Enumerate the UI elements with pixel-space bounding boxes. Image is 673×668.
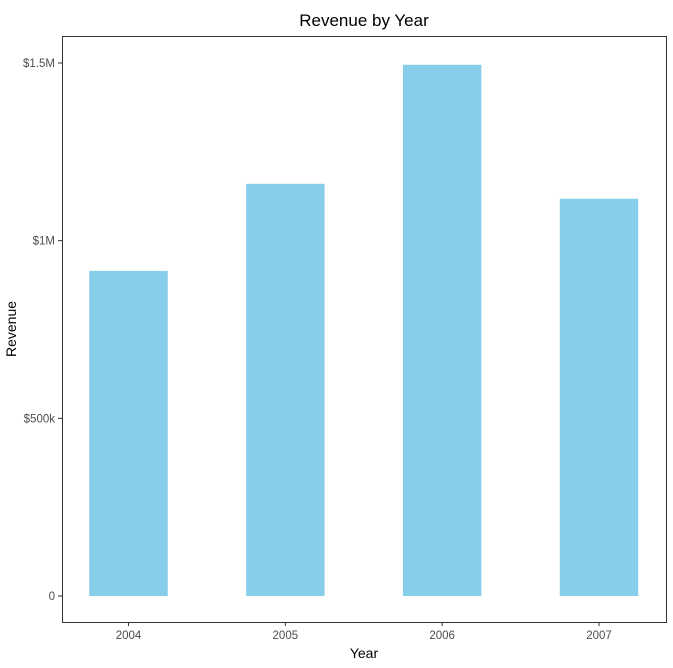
x-tick-label: 2007 xyxy=(586,630,612,642)
bar-2006 xyxy=(402,64,482,596)
bar-2004 xyxy=(89,270,168,596)
bars-group xyxy=(89,64,639,596)
x-axis: 2004 2005 2006 2007 xyxy=(116,622,612,642)
y-tick-label: $500k xyxy=(24,413,56,425)
bar-2005 xyxy=(246,183,325,596)
x-tick-label: 2004 xyxy=(116,630,142,642)
x-tick-label: 2006 xyxy=(429,630,455,642)
bar-2007 xyxy=(559,198,639,596)
x-tick-label: 2005 xyxy=(273,630,299,642)
y-tick-label: $1.5M xyxy=(23,58,55,70)
plot-panel xyxy=(62,36,667,623)
y-tick-label: 0 xyxy=(49,591,55,603)
chart-title: Revenue by Year xyxy=(299,11,429,30)
y-axis-title: Revenue xyxy=(3,301,19,357)
y-axis: 0 $500k $1M $1.5M xyxy=(23,58,62,603)
y-tick-label: $1M xyxy=(33,236,55,248)
x-axis-title: Year xyxy=(350,645,379,661)
